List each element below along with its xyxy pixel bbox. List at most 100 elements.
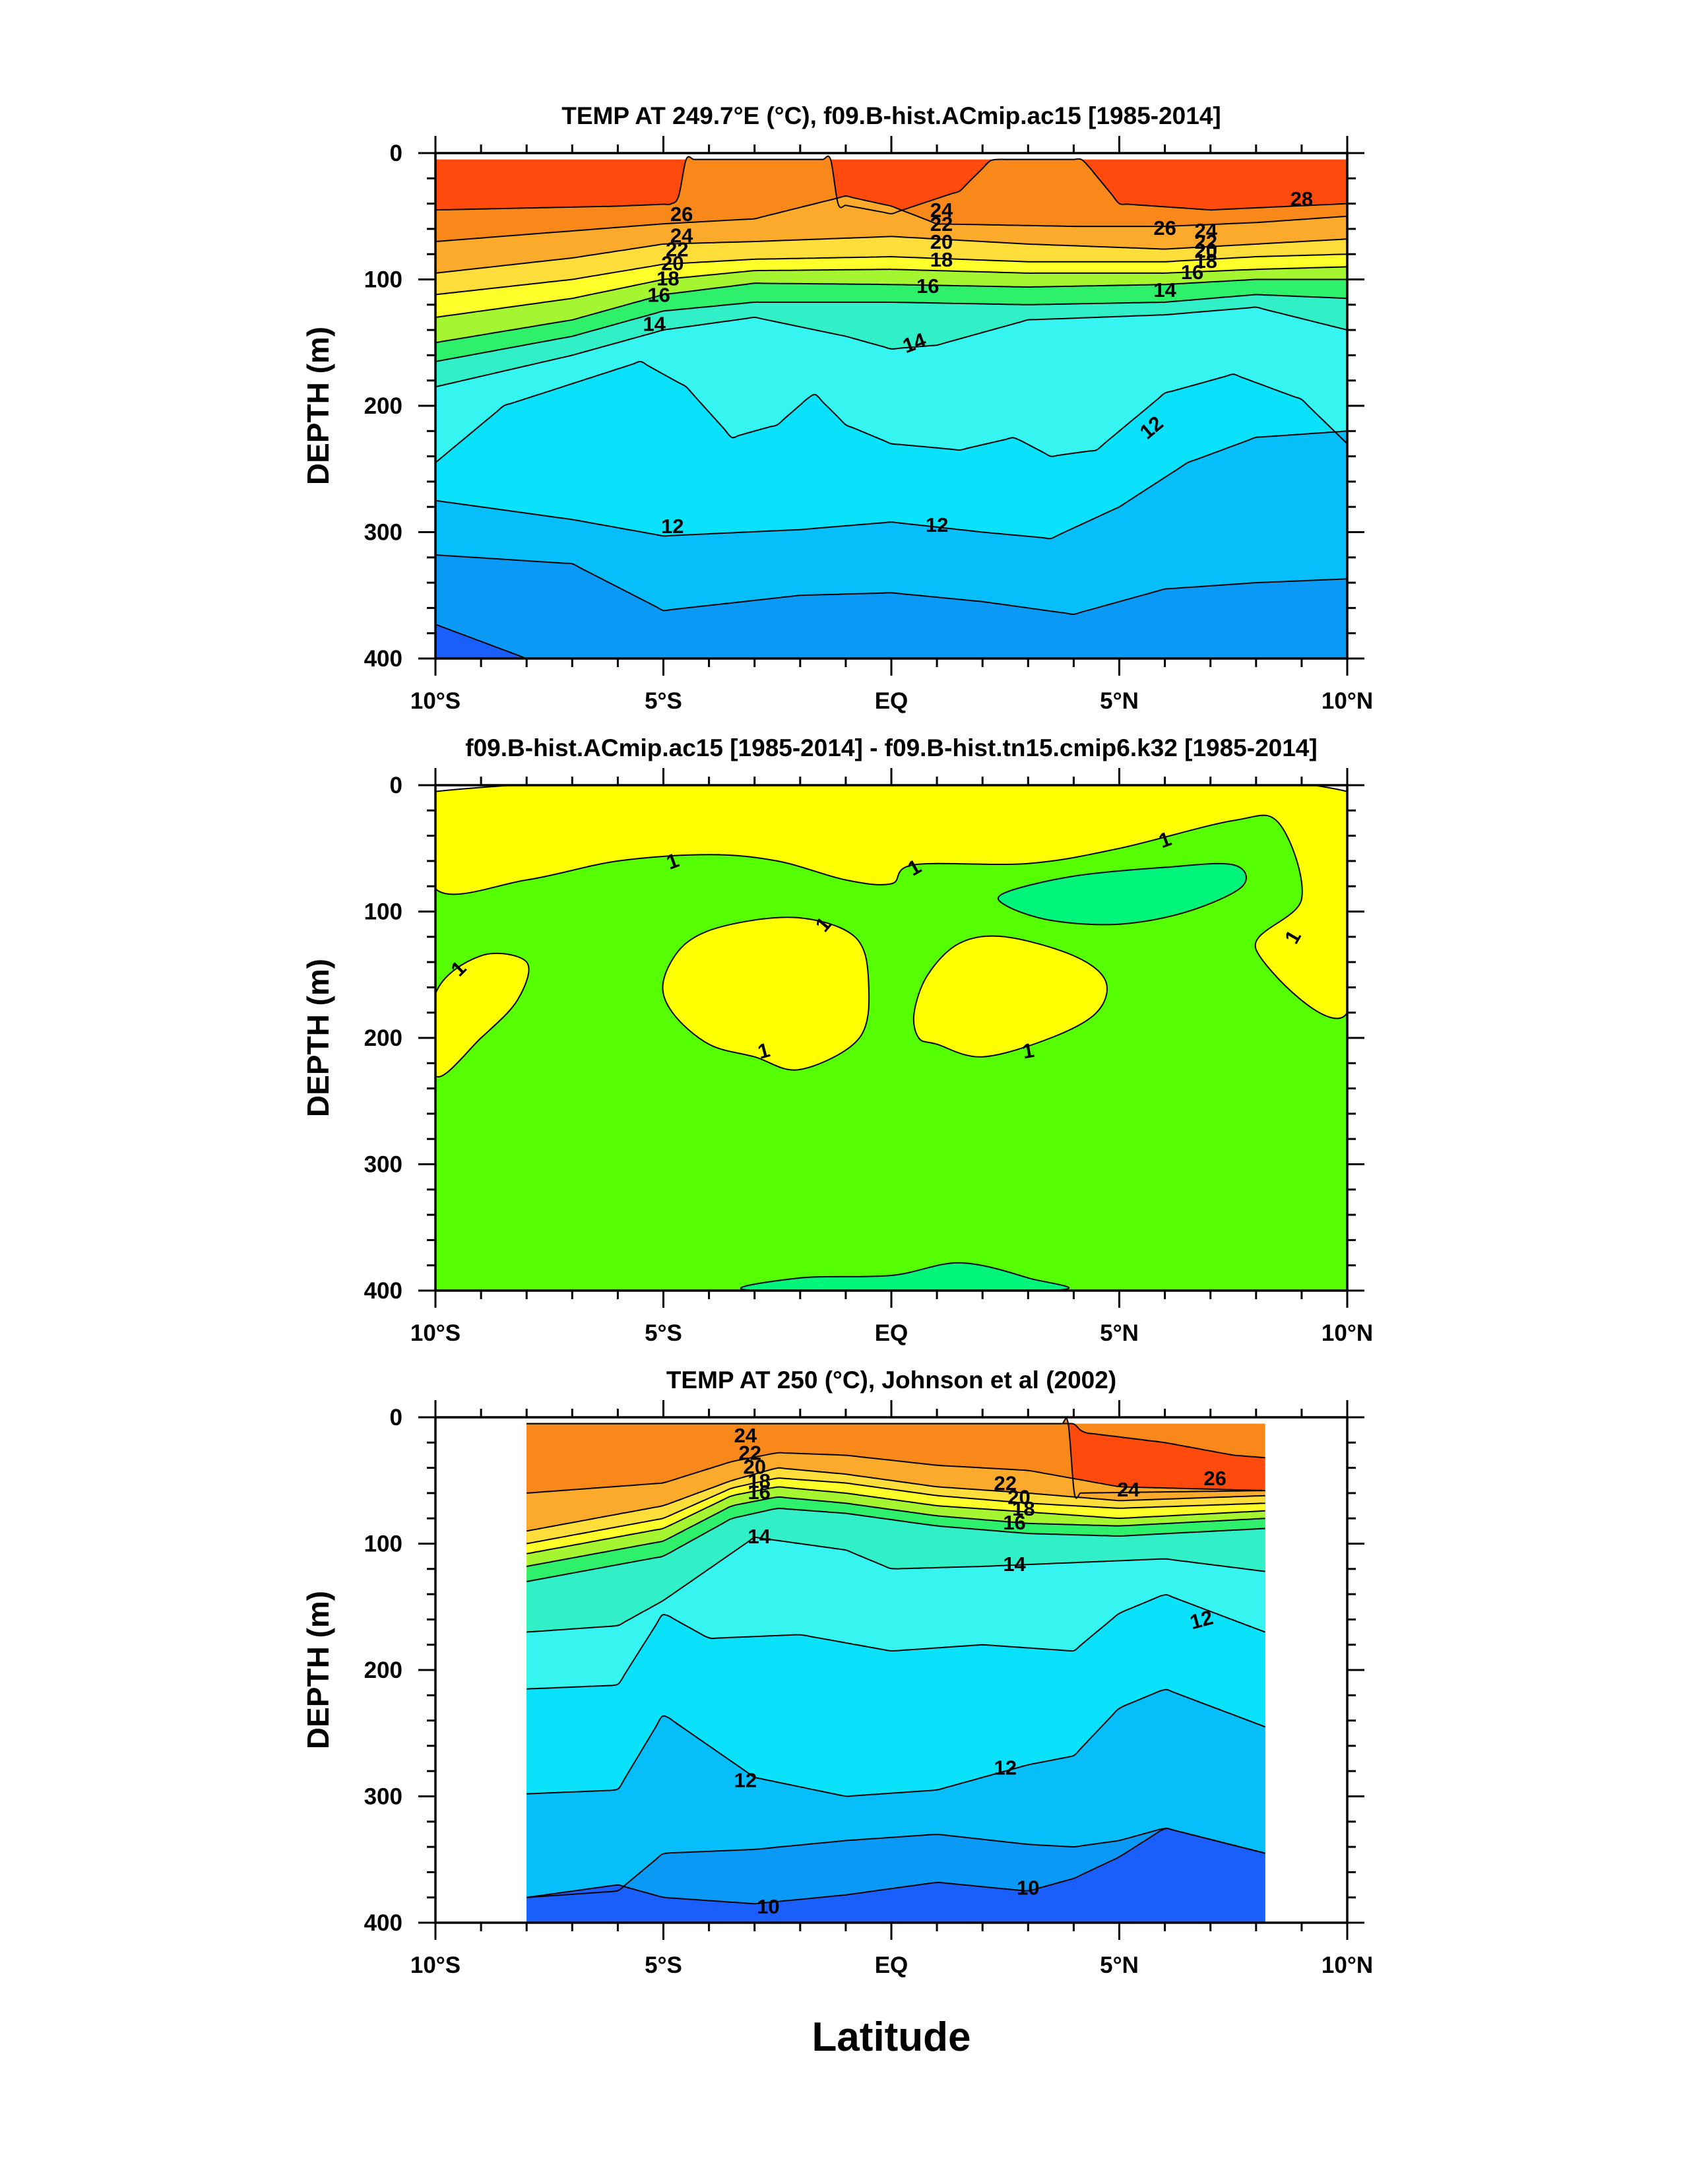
panel-1-contour-label-10: 18 [930,248,953,271]
panel-3-contour-line-7 [526,1496,1265,1567]
panel-1-contour-label-23: 28 [1291,187,1313,210]
panel-1-contour-label-7: 24 [930,199,953,222]
panel-1-contour-label-11: 16 [916,274,939,298]
panel-1-contour-label-8: 22 [930,212,953,236]
panel-2-region-4 [912,935,1108,1058]
panel-3-contour-line-11 [526,1688,1265,1797]
panel-1-y-tick-label: 0 [390,141,402,166]
panel-1-contour-line-11 [435,554,1347,616]
panel-1-x-tick-label: 10°S [410,688,461,714]
panel-1-contour-label-21: 16 [1181,261,1203,284]
panel-3: TEMP AT 250 (°C), Johnson et al (2002) 2… [301,1366,1373,1978]
panel-2-x-tick-label: 5°N [1100,1320,1139,1346]
panel-3-contour-label-6: 22 [994,1472,1017,1495]
panel-3-contour-label-3: 18 [748,1469,770,1493]
x-axis-label: Latitude [812,2014,971,2060]
panel-3-contour-line-2 [526,1417,1265,1499]
panel-1-ylabel: DEPTH (m) [301,327,335,485]
panel-1-plot-area [435,155,1347,658]
panel-1-contour-label-0: 26 [670,203,693,226]
panel-1-x-tick-label: 5°N [1100,688,1139,714]
panel-1-contour-label-20: 18 [1195,249,1217,273]
panel-1-contour-label-5: 16 [647,283,670,306]
panel-1-contour-line-3 [435,236,1347,274]
panel-1-contour-label-17: 24 [1195,219,1218,242]
panel-1-band-11 [435,555,1347,658]
panel-1-y-tick-label: 200 [364,393,402,419]
panel-1-contour-label-6: 14 [643,313,666,336]
panel-1-contour-label-22: 14 [1153,278,1176,302]
panel-3-contour-line-5 [526,1477,1265,1545]
panel-2-x-tick-label: 10°S [410,1320,461,1346]
panel-1-x-tick-label: 5°S [645,688,682,714]
panel-3-contour-line-6 [526,1486,1265,1555]
panel-3-contour-label-2: 20 [743,1456,765,1479]
panel-2-ticks: 10°S 5°S EQ 5°N 10°N 0 100 200 300 400 [364,768,1373,1346]
panel-3-y-tick-label: 0 [390,1405,402,1430]
panel-1-contour-line-2 [435,195,1347,242]
panel-2-plot-area [435,785,1347,1291]
panel-3-ticks: 10°S 5°S EQ 5°N 10°N 0 100 200 300 400 [364,1400,1373,1978]
panel-3-contour-line-13 [526,1828,1265,1905]
panel-2-title: f09.B-hist.ACmip.ac15 [1985-2014] - f09.… [465,734,1317,761]
panel-2-contour-label-6: 1 [1021,1039,1036,1063]
panel-3-contour-label-16: 10 [757,1895,779,1918]
panel-3-contour-label-13: 12 [734,1769,757,1792]
panel-1-contour-label-18: 22 [1195,230,1217,253]
panel-3-contour-line-3 [526,1452,1265,1494]
panel-3-contour-line-12 [526,1828,1265,1898]
panel-1-contour-label-9: 20 [930,230,953,253]
panel-3-contour-label-9: 16 [1003,1511,1025,1534]
panel-3-y-tick-label: 400 [364,1910,402,1936]
panel-3-y-tick-label: 100 [364,1531,402,1557]
panel-3-y-tick-label: 200 [364,1657,402,1683]
panel-2-region-3 [662,916,870,1071]
panel-1-contour-label-19: 20 [1195,239,1217,262]
panel-1-contour-label-2: 22 [666,238,688,261]
panel-1-contour-label-3: 20 [661,252,684,275]
panel-1-contour-label-13: 12 [661,515,684,538]
panel-3-contour-label-17: 10 [1017,1876,1039,1899]
panel-3-x-tick-label: EQ [875,1952,908,1978]
panel-1-contour-line-1 [435,155,1347,214]
panel-3-x-tick-label: 10°N [1322,1952,1373,1978]
panel-1-contour-line-10 [435,430,1347,540]
panel-3-contour-label-1: 22 [739,1442,761,1465]
panel-2-ylabel: DEPTH (m) [301,959,335,1117]
panel-3-contour-label-0: 24 [734,1424,757,1447]
panel-1-contour-line-7 [435,294,1347,362]
panel-3-contour-line-8 [526,1508,1265,1582]
panel-3-x-tick-label: 10°S [410,1952,461,1978]
panel-3-contour-label-4: 16 [748,1481,770,1504]
panel-2-region-2 [435,952,530,1078]
panel-2-y-tick-label: 300 [364,1152,402,1178]
panel-3-contour-line-4 [526,1467,1265,1532]
panel-2-y-tick-label: 0 [390,773,402,798]
panel-1-x-tick-label: EQ [875,688,908,714]
panel-1-y-tick-label: 400 [364,646,402,672]
panel-3-band-13 [526,1828,1265,1923]
panel-3-contour-label-11: 24 [1117,1478,1140,1501]
panel-2-region-5 [740,1262,1070,1291]
panel-3-contour-label-8: 18 [1012,1497,1035,1520]
panel-2-y-tick-label: 100 [364,899,402,925]
panel-1-title: TEMP AT 249.7°E (°C), f09.B-hist.ACmip.a… [561,102,1221,129]
panel-1: TEMP AT 249.7°E (°C), f09.B-hist.ACmip.a… [301,102,1373,714]
panel-3-contour-label-7: 20 [1007,1486,1030,1509]
panel-3-x-tick-label: 5°N [1100,1952,1139,1978]
panel-2-y-tick-label: 200 [364,1025,402,1051]
panel-1-contour-label-4: 18 [656,267,679,290]
panel-2: f09.B-hist.ACmip.ac15 [1985-2014] - f09.… [301,734,1373,1346]
panel-1-contour-line-5 [435,266,1347,318]
panel-3-contour-label-14: 12 [994,1756,1017,1779]
panel-3-ylabel: DEPTH (m) [301,1591,335,1749]
panel-1-y-tick-label: 100 [364,267,402,293]
panel-3-plot-area [526,1417,1265,1923]
panel-3-x-tick-label: 5°S [645,1952,682,1978]
panel-2-x-tick-label: 5°S [645,1320,682,1346]
panel-1-contour-line-4 [435,253,1347,296]
panel-1-contour-line-9 [435,360,1347,463]
panel-2-y-tick-label: 400 [364,1278,402,1304]
